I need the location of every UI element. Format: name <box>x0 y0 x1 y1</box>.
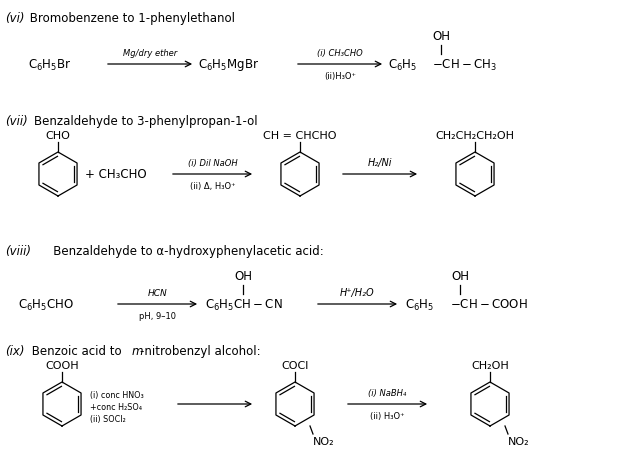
Text: -nitrobenzyl alcohol:: -nitrobenzyl alcohol: <box>140 344 261 357</box>
Text: (ii) H₃O⁺: (ii) H₃O⁺ <box>370 411 405 420</box>
Text: NO₂: NO₂ <box>508 436 530 446</box>
Text: (ii) SOCl₂: (ii) SOCl₂ <box>90 414 126 423</box>
Text: NO₂: NO₂ <box>313 436 334 446</box>
Text: $\mathregular{-CH-COOH}$: $\mathregular{-CH-COOH}$ <box>450 298 528 311</box>
Text: HCN: HCN <box>148 288 168 298</box>
Text: OH: OH <box>432 30 450 43</box>
Text: (ii)H₃O⁺: (ii)H₃O⁺ <box>324 72 356 81</box>
Text: $\mathregular{C_6H_5CHO}$: $\mathregular{C_6H_5CHO}$ <box>18 297 74 312</box>
Text: OH: OH <box>234 270 252 283</box>
Text: Mg/dry ether: Mg/dry ether <box>123 49 177 58</box>
Text: pH, 9–10: pH, 9–10 <box>139 311 176 320</box>
Text: $\mathregular{C_6H_5}$: $\mathregular{C_6H_5}$ <box>405 297 435 312</box>
Text: (viii): (viii) <box>5 244 31 258</box>
Text: (ii) Δ, H₃O⁺: (ii) Δ, H₃O⁺ <box>189 182 236 191</box>
Text: H₂/Ni: H₂/Ni <box>368 157 392 167</box>
Text: COOH: COOH <box>45 360 79 370</box>
Text: H⁺/H₂O: H⁺/H₂O <box>340 288 375 298</box>
Text: +conc H₂SO₄: +conc H₂SO₄ <box>90 402 142 411</box>
Text: OH: OH <box>451 270 469 283</box>
Text: CH = CHCHO: CH = CHCHO <box>263 131 337 141</box>
Text: (i) NaBH₄: (i) NaBH₄ <box>369 388 406 397</box>
Text: + CH₃CHO: + CH₃CHO <box>85 168 146 181</box>
Text: Benzaldehyde to 3-phenylpropan-1-ol: Benzaldehyde to 3-phenylpropan-1-ol <box>34 115 257 128</box>
Text: (vii): (vii) <box>5 115 28 128</box>
Text: (ix): (ix) <box>5 344 24 357</box>
Text: $\mathregular{-CH-CH_3}$: $\mathregular{-CH-CH_3}$ <box>432 57 497 72</box>
Text: m: m <box>132 344 144 357</box>
Text: CH₂OH: CH₂OH <box>471 360 509 370</box>
Text: CHO: CHO <box>46 131 71 141</box>
Text: $\mathregular{C_6H_5}$: $\mathregular{C_6H_5}$ <box>388 57 417 72</box>
Text: $\mathregular{C_6H_5CH-CN}$: $\mathregular{C_6H_5CH-CN}$ <box>205 297 282 312</box>
Text: (i) conc HNO₃: (i) conc HNO₃ <box>90 390 144 399</box>
Text: Benzoic acid to: Benzoic acid to <box>28 344 125 357</box>
Text: (i) Dil NaOH: (i) Dil NaOH <box>187 159 238 167</box>
Text: $\mathregular{C_6H_5Br}$: $\mathregular{C_6H_5Br}$ <box>28 57 71 72</box>
Text: COCl: COCl <box>281 360 309 370</box>
Text: Benzaldehyde to α-hydroxyphenylacetic acid:: Benzaldehyde to α-hydroxyphenylacetic ac… <box>42 244 324 258</box>
Text: $\mathregular{C_6H_5MgBr}$: $\mathregular{C_6H_5MgBr}$ <box>198 57 259 73</box>
Text: (vi): (vi) <box>5 12 24 25</box>
Text: Bromobenzene to 1-phenylethanol: Bromobenzene to 1-phenylethanol <box>26 12 235 25</box>
Text: CH₂CH₂CH₂OH: CH₂CH₂CH₂OH <box>435 131 514 141</box>
Text: (i) CH₃CHO: (i) CH₃CHO <box>317 49 363 58</box>
